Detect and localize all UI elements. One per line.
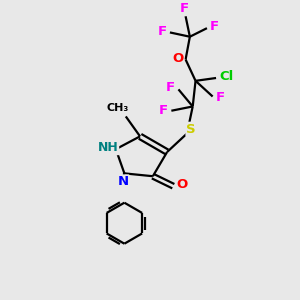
Text: F: F: [180, 2, 189, 15]
Text: F: F: [216, 92, 225, 104]
Text: F: F: [210, 20, 219, 33]
Text: F: F: [159, 104, 168, 117]
Text: CH₃: CH₃: [107, 103, 129, 113]
Text: O: O: [172, 52, 183, 64]
Text: F: F: [158, 25, 167, 38]
Text: Cl: Cl: [219, 70, 233, 83]
Text: S: S: [187, 123, 196, 136]
Text: O: O: [176, 178, 188, 191]
Text: NH: NH: [98, 141, 118, 154]
Text: N: N: [117, 176, 128, 188]
Text: F: F: [166, 82, 175, 94]
